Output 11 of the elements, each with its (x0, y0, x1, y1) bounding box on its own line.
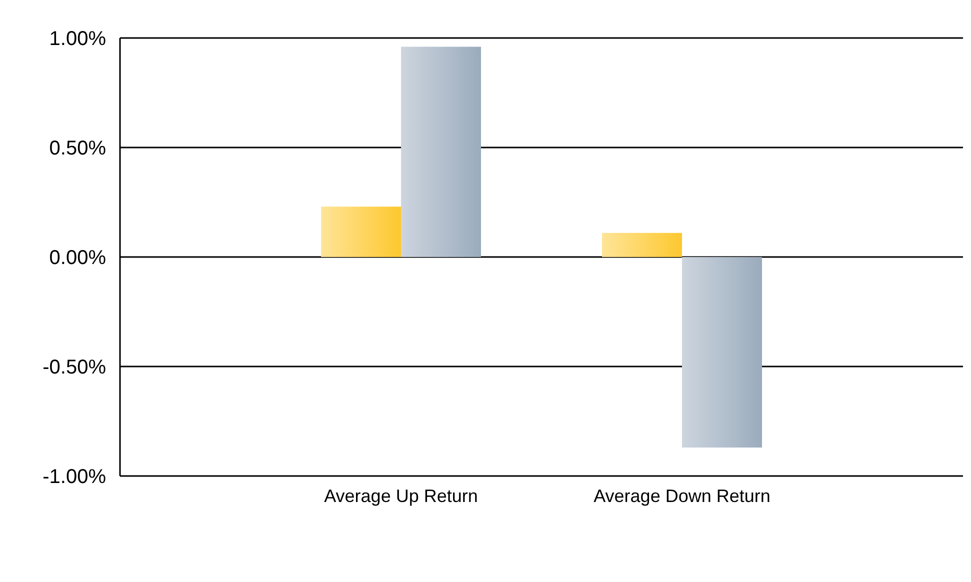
bar (401, 46, 481, 257)
y-tick-label: 0.50% (49, 138, 106, 160)
y-tick-label: 0.00% (49, 247, 106, 269)
bar (682, 257, 762, 448)
y-tick-label: -1.00% (42, 466, 106, 488)
bar (602, 232, 682, 257)
y-tick-label: -0.50% (42, 356, 106, 378)
x-tick-label: Average Up Return (324, 486, 478, 506)
x-tick-label: Average Down Return (594, 486, 770, 506)
bar (321, 206, 401, 257)
y-tick-label: 1.00% (49, 28, 106, 50)
